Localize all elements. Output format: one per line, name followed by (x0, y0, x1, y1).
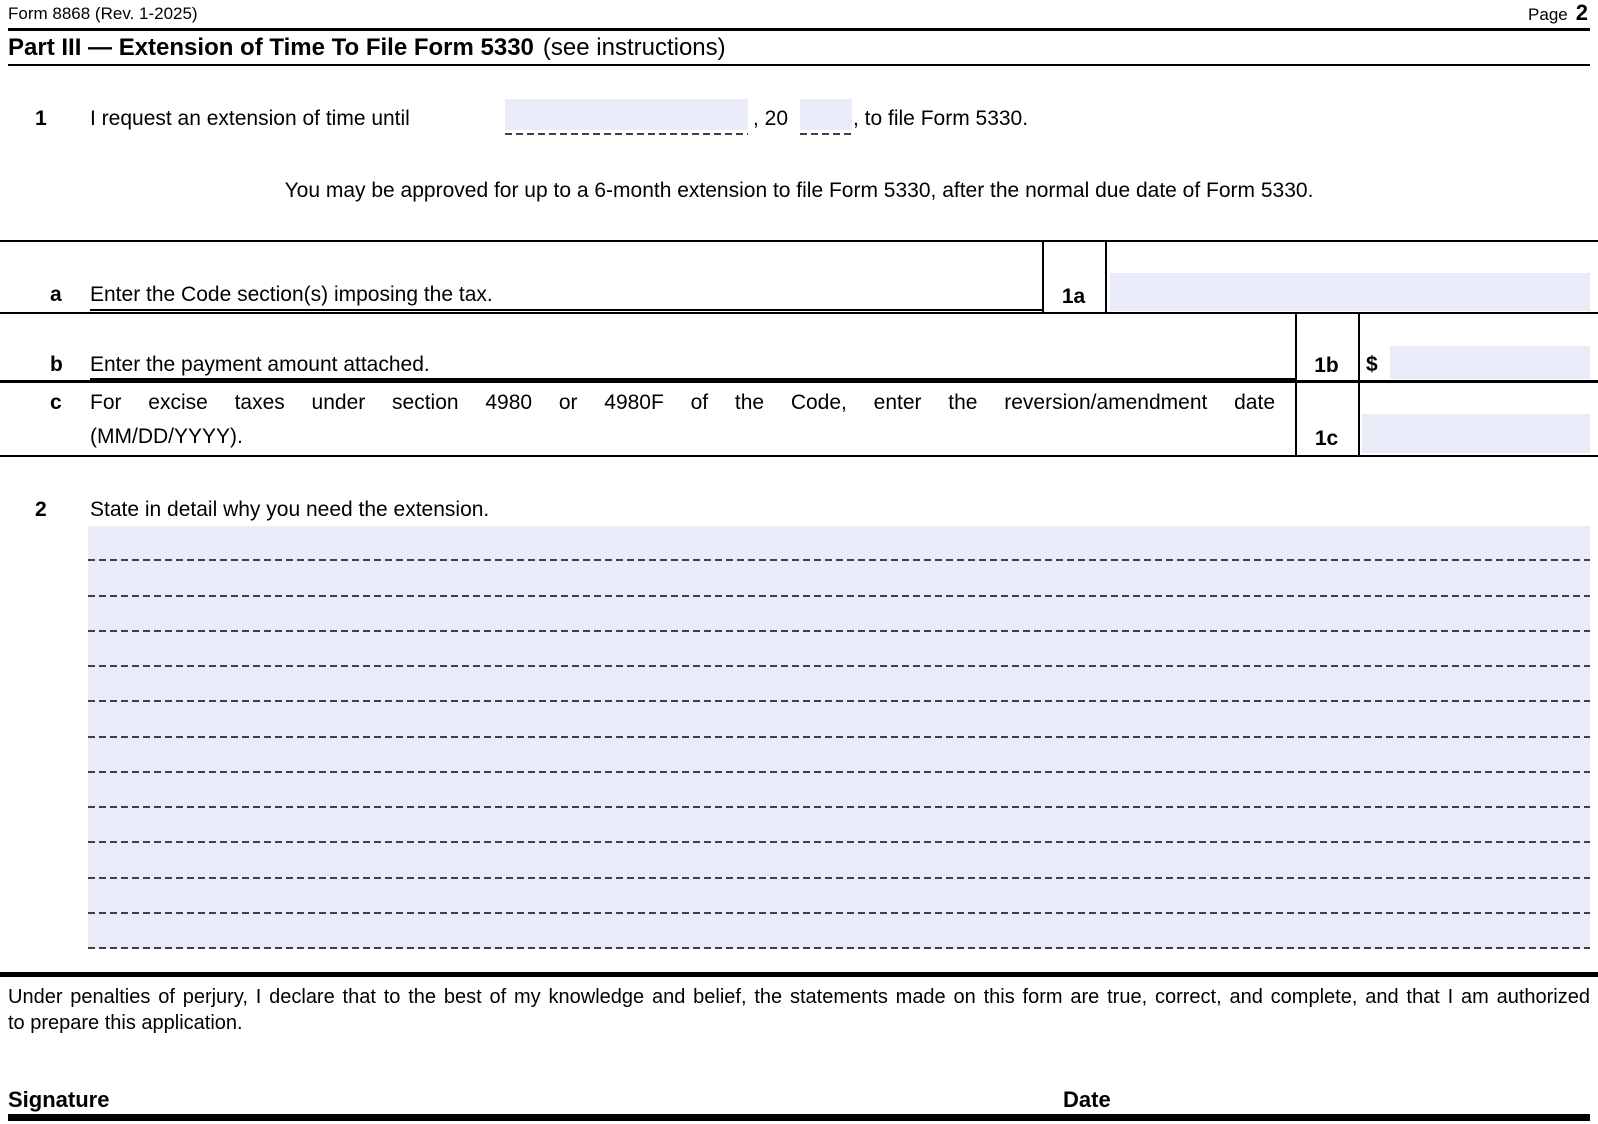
row-c-description-line2: (MM/DD/YYYY). (90, 425, 243, 448)
line2-number: 2 (35, 498, 47, 521)
reversion-date-field[interactable] (1362, 414, 1590, 453)
memo-line (88, 597, 1590, 633)
approval-note: You may be approved for up to a 6-month … (284, 179, 1314, 202)
header-divider (8, 28, 1590, 31)
memo-line (88, 879, 1590, 915)
form-id-text: Form 8868 (Rev. 1-2025) (8, 4, 198, 23)
row-c-letter: c (50, 391, 62, 414)
part-iii-subtitle: (see instructions) (542, 33, 726, 61)
row-a-box-right-border (1105, 240, 1107, 314)
row-bc-box-left-border (1295, 314, 1297, 455)
extension-year-underline (800, 133, 852, 135)
row-bc-box-right-border (1358, 314, 1360, 455)
memo-line (88, 526, 1590, 562)
dollar-sign: $ (1366, 353, 1378, 376)
code-section-field[interactable] (1110, 273, 1590, 311)
row-c-bottom-border (0, 455, 1598, 457)
row-b-code-label: 1b (1314, 354, 1339, 377)
extension-until-date-field[interactable] (505, 99, 748, 130)
signature-label: Signature (8, 1087, 110, 1112)
row-b-bottom-border (0, 380, 1598, 383)
row-b-description: Enter the payment amount attached. (90, 353, 430, 376)
page-number: 2 (1575, 0, 1588, 25)
memo-line (88, 702, 1590, 738)
row-c-code-label: 1c (1314, 427, 1339, 450)
row-b-text-underline (90, 378, 1295, 380)
line1-text-before: I request an extension of time until (90, 107, 410, 130)
memo-line (88, 808, 1590, 844)
part-iii-title: Part III — Extension of Time To File For… (8, 33, 534, 61)
table-top-border (0, 240, 1598, 242)
row-a-box-left-border (1042, 240, 1044, 314)
part-header-divider (8, 64, 1590, 66)
extension-until-date-underline (505, 133, 748, 135)
memo-line (88, 561, 1590, 597)
line1-text-after: , to file Form 5330. (853, 107, 1029, 130)
memo-line (88, 843, 1590, 879)
row-a-code-label: 1a (1061, 285, 1086, 308)
memo-line (88, 632, 1590, 668)
row-a-text-underline (90, 309, 1042, 311)
extension-reason-textarea[interactable] (88, 526, 1590, 950)
line2-text: State in detail why you need the extensi… (90, 498, 490, 521)
extension-year-field[interactable] (800, 99, 852, 130)
declaration-top-border (0, 972, 1598, 977)
memo-line (88, 773, 1590, 809)
page-label: Page (1528, 5, 1568, 24)
row-b-letter: b (50, 353, 63, 376)
line1-number: 1 (35, 107, 47, 130)
row-a-description: Enter the Code section(s) imposing the t… (90, 283, 493, 306)
line1-comma-20: , 20 (753, 107, 789, 130)
row-a-bottom-border (0, 312, 1598, 314)
date-label: Date (1063, 1087, 1111, 1112)
memo-line (88, 738, 1590, 774)
perjury-declaration-line1: Under penalties of perjury, I declare th… (8, 986, 1590, 1008)
memo-line (88, 914, 1590, 950)
perjury-declaration-line2: to prepare this application. (8, 1012, 243, 1034)
bottom-border (8, 1114, 1590, 1121)
row-a-letter: a (50, 283, 62, 306)
row-c-description-line1: For excise taxes under section 4980 or 4… (90, 391, 1275, 414)
payment-amount-field[interactable] (1390, 346, 1590, 379)
memo-line (88, 667, 1590, 703)
